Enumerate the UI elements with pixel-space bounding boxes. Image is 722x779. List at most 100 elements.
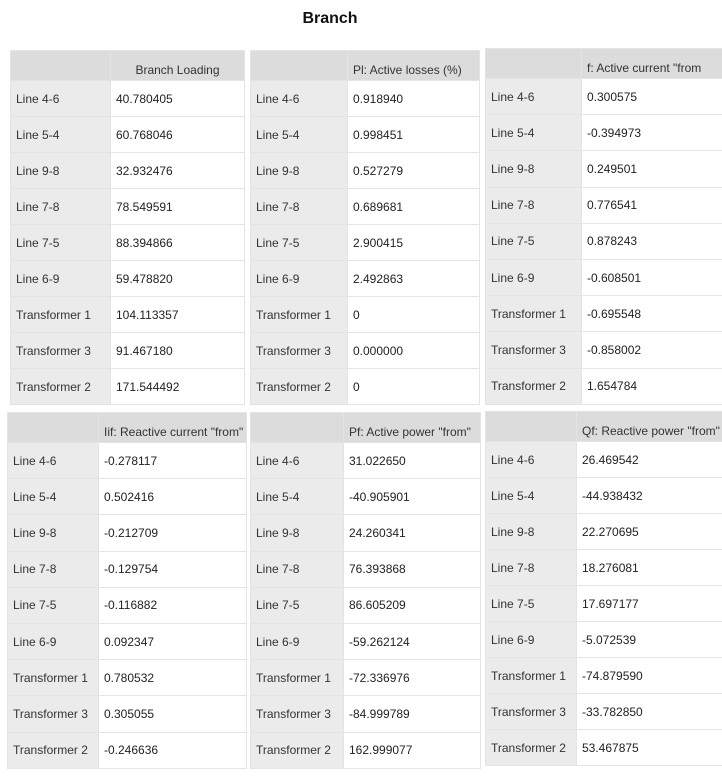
table-row[interactable]: Transformer 3 91.467180	[10, 332, 245, 369]
cell-value[interactable]: 26.469542	[576, 441, 722, 478]
cell-value[interactable]: 0.502416	[98, 478, 247, 516]
cell-value[interactable]: 0.300575	[581, 77, 722, 116]
cell-value[interactable]: -5.072539	[576, 621, 722, 658]
cell-value[interactable]: 22.270695	[576, 513, 722, 550]
cell-value[interactable]: 0.998451	[347, 116, 480, 153]
column-header[interactable]: Pl: Active losses (%)	[347, 50, 480, 81]
cell-value[interactable]: 59.478820	[110, 260, 245, 297]
cell-value[interactable]: 0.305055	[98, 695, 247, 733]
table-row[interactable]: Transformer 3 -33.782850	[485, 693, 722, 730]
cell-value[interactable]: 17.697177	[576, 585, 722, 622]
cell-value[interactable]: 0.689681	[347, 188, 480, 225]
cell-value[interactable]: 88.394866	[110, 224, 245, 261]
column-header[interactable]: Branch Loading	[110, 50, 245, 81]
table-row[interactable]: Line 5-4 -0.394973	[485, 114, 722, 152]
table-row[interactable]: Line 4-6 31.022650	[250, 441, 481, 480]
cell-value[interactable]: -74.879590	[576, 657, 722, 694]
cell-value[interactable]: -44.938432	[576, 477, 722, 514]
table-row[interactable]: Line 9-8 0.249501	[485, 150, 722, 188]
cell-value[interactable]: -0.212709	[98, 514, 247, 552]
cell-value[interactable]: 91.467180	[110, 332, 245, 369]
cell-value[interactable]: 0	[347, 368, 480, 405]
table-row[interactable]: Line 7-5 -0.116882	[7, 586, 247, 624]
cell-value[interactable]: 53.467875	[576, 729, 722, 766]
cell-value[interactable]: 0	[347, 296, 480, 333]
table-row[interactable]: Line 6-9 2.492863	[250, 260, 480, 297]
table-row[interactable]: Line 7-8 76.393868	[250, 550, 481, 588]
table-row[interactable]: Line 6-9 -59.262124	[250, 622, 481, 661]
cell-value[interactable]: -0.129754	[98, 550, 247, 588]
table-row[interactable]: Line 6-9 0.092347	[7, 622, 247, 661]
cell-value[interactable]: -0.116882	[98, 586, 247, 624]
table-row[interactable]: Line 9-8 32.932476	[10, 152, 245, 189]
table-row[interactable]: Transformer 2 53.467875	[485, 729, 722, 766]
table-row[interactable]: Line 7-8 18.276081	[485, 549, 722, 586]
cell-value[interactable]: 171.544492	[110, 368, 245, 405]
table-row[interactable]: Line 6-9 59.478820	[10, 260, 245, 297]
table-row[interactable]: Line 4-6 -0.278117	[7, 441, 247, 480]
cell-value[interactable]: -0.246636	[98, 731, 247, 769]
cell-value[interactable]: 2.900415	[347, 224, 480, 261]
cell-value[interactable]: 0.092347	[98, 622, 247, 661]
cell-value[interactable]: 78.549591	[110, 188, 245, 225]
table-row[interactable]: Transformer 3 -0.858002	[485, 331, 722, 369]
table-row[interactable]: Transformer 1 104.113357	[10, 296, 245, 333]
table-row[interactable]: Transformer 1 -72.336976	[250, 659, 481, 697]
cell-value[interactable]: 31.022650	[343, 441, 481, 480]
cell-value[interactable]: 86.605209	[343, 586, 481, 624]
table-row[interactable]: Line 4-6 26.469542	[485, 441, 722, 478]
table-row[interactable]: Line 7-5 88.394866	[10, 224, 245, 261]
table-row[interactable]: Line 4-6 0.300575	[485, 77, 722, 116]
table-row[interactable]: Transformer 3 -84.999789	[250, 695, 481, 733]
table-row[interactable]: Transformer 1 -74.879590	[485, 657, 722, 694]
table-row[interactable]: Line 7-8 0.689681	[250, 188, 480, 225]
column-header[interactable]: Iif: Reactive current "from"	[98, 412, 247, 443]
table-row[interactable]: Line 7-5 0.878243	[485, 222, 722, 260]
cell-value[interactable]: 0.776541	[581, 186, 722, 224]
table-row[interactable]: Transformer 1 0.780532	[7, 659, 247, 697]
table-row[interactable]: Line 7-5 2.900415	[250, 224, 480, 261]
cell-value[interactable]: -0.695548	[581, 295, 722, 333]
table-row[interactable]: Line 6-9 -0.608501	[485, 258, 722, 297]
cell-value[interactable]: -0.858002	[581, 331, 722, 369]
cell-value[interactable]: 0.000000	[347, 332, 480, 369]
table-row[interactable]: Line 4-6 0.918940	[250, 80, 480, 117]
table-row[interactable]: Line 9-8 22.270695	[485, 513, 722, 550]
table-row[interactable]: Transformer 3 0.305055	[7, 695, 247, 733]
table-row[interactable]: Line 5-4 0.998451	[250, 116, 480, 153]
cell-value[interactable]: 0.249501	[581, 150, 722, 188]
cell-value[interactable]: 76.393868	[343, 550, 481, 588]
table-row[interactable]: Line 5-4 -44.938432	[485, 477, 722, 514]
cell-value[interactable]: 0.527279	[347, 152, 480, 189]
cell-value[interactable]: -84.999789	[343, 695, 481, 733]
cell-value[interactable]: 1.654784	[581, 367, 722, 405]
table-row[interactable]: Transformer 2 171.544492	[10, 368, 245, 405]
column-header[interactable]: Pf: Active power "from"	[343, 412, 481, 443]
cell-value[interactable]: -59.262124	[343, 622, 481, 661]
cell-value[interactable]: 18.276081	[576, 549, 722, 586]
column-header[interactable]: f: Active current "from	[581, 48, 722, 79]
cell-value[interactable]: 32.932476	[110, 152, 245, 189]
table-row[interactable]: Line 9-8 24.260341	[250, 514, 481, 552]
table-row[interactable]: Transformer 2 -0.246636	[7, 731, 247, 769]
table-row[interactable]: Line 5-4 0.502416	[7, 478, 247, 516]
cell-value[interactable]: 0.878243	[581, 222, 722, 260]
table-row[interactable]: Transformer 3 0.000000	[250, 332, 480, 369]
cell-value[interactable]: -33.782850	[576, 693, 722, 730]
table-row[interactable]: Transformer 1 -0.695548	[485, 295, 722, 333]
table-row[interactable]: Transformer 2 162.999077	[250, 731, 481, 769]
cell-value[interactable]: -0.394973	[581, 114, 722, 152]
table-row[interactable]: Line 6-9 -5.072539	[485, 621, 722, 658]
table-row[interactable]: Line 5-4 -40.905901	[250, 478, 481, 516]
table-row[interactable]: Transformer 2 1.654784	[485, 367, 722, 405]
table-row[interactable]: Line 4-6 40.780405	[10, 80, 245, 117]
cell-value[interactable]: 162.999077	[343, 731, 481, 769]
column-header[interactable]: Qf: Reactive power "from"	[576, 411, 722, 442]
table-row[interactable]: Line 9-8 -0.212709	[7, 514, 247, 552]
table-row[interactable]: Line 9-8 0.527279	[250, 152, 480, 189]
cell-value[interactable]: -40.905901	[343, 478, 481, 516]
table-row[interactable]: Line 5-4 60.768046	[10, 116, 245, 153]
cell-value[interactable]: -0.278117	[98, 441, 247, 480]
